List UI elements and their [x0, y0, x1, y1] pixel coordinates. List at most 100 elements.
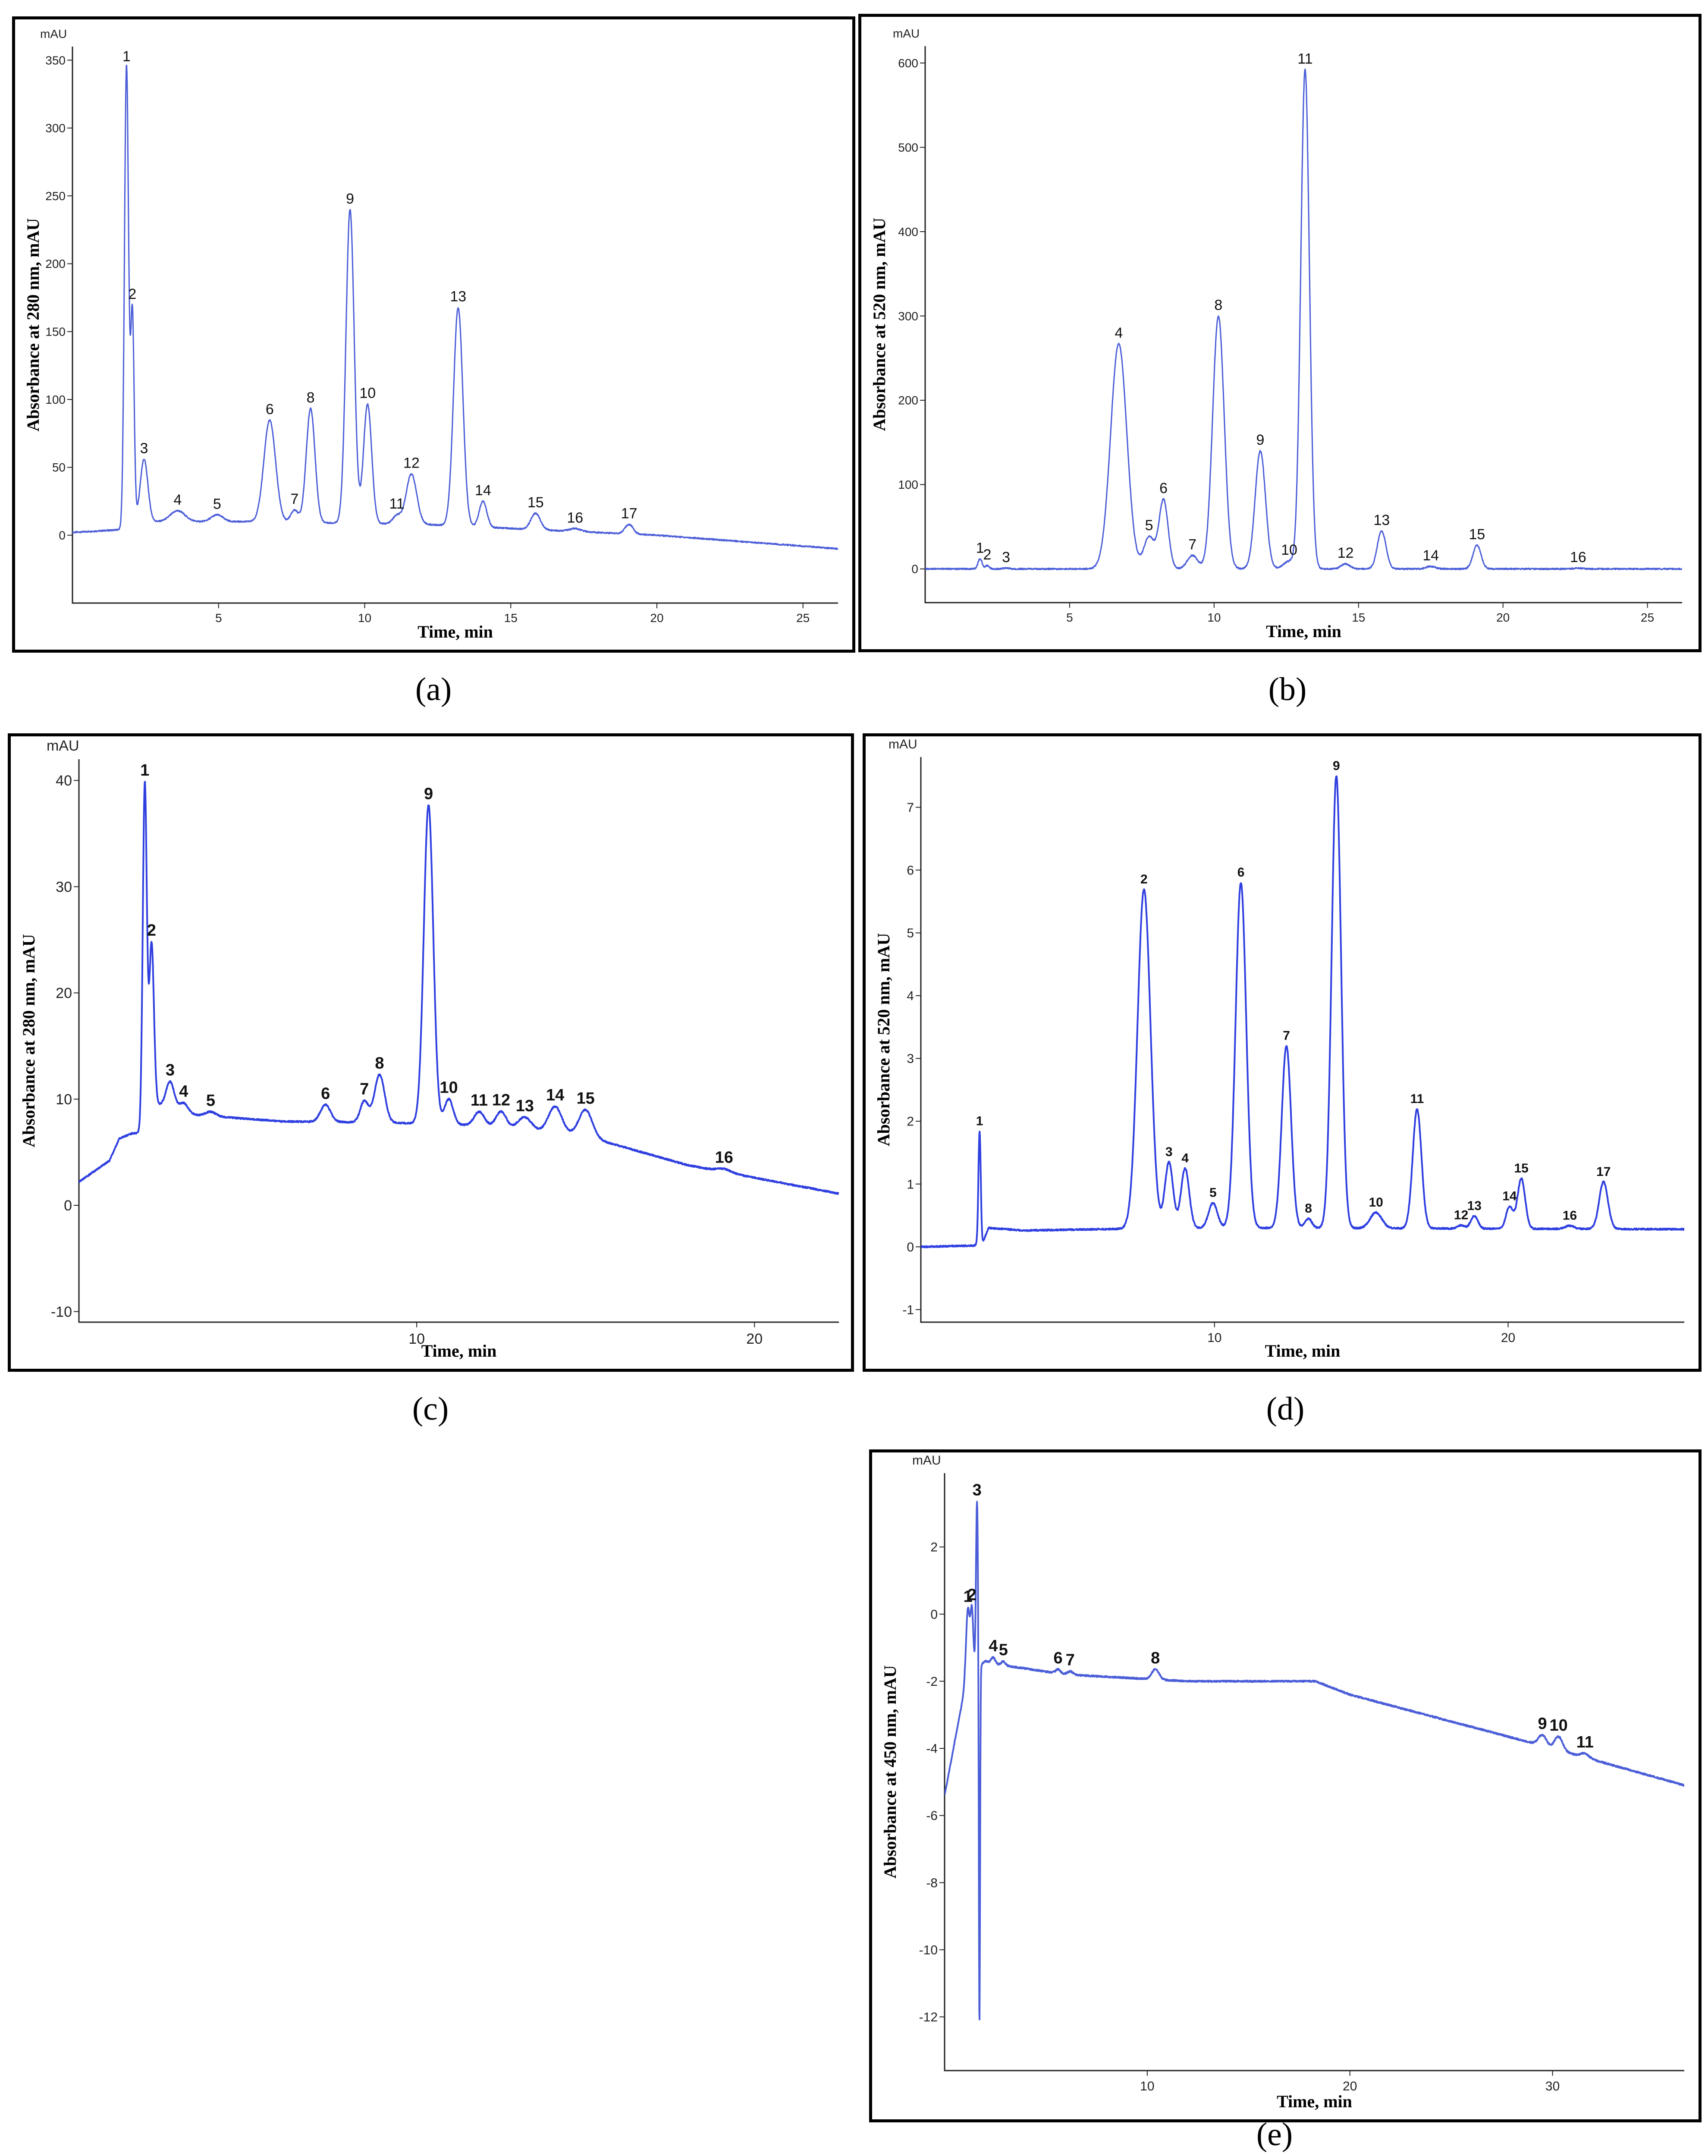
peak-label: 1	[976, 540, 984, 556]
y-tick-label: 0	[911, 563, 918, 576]
y-tick-label: -2	[926, 1675, 938, 1689]
peak-label: 15	[577, 1090, 595, 1108]
x-axis-title: Time, min	[1266, 622, 1341, 641]
peak-label: 9	[1333, 759, 1340, 773]
peak-label: 13	[450, 289, 466, 305]
panel-frame	[858, 14, 1702, 652]
peak-label: 3	[1002, 549, 1010, 566]
peak-label: 14	[546, 1086, 564, 1104]
caption-e: (e)	[1256, 2116, 1293, 2153]
x-axis-title: Time, min	[418, 622, 493, 641]
y-tick-label: 7	[907, 801, 914, 815]
chromatogram-b: 0 100 200 300 400 500 600 5 10 15 20 25 mAU Time, min…	[858, 14, 1702, 652]
peak-label: 10	[440, 1079, 458, 1097]
y-tick-label: 400	[898, 225, 918, 239]
peak-label: 6	[1159, 480, 1168, 497]
x-tick-label: 5	[215, 611, 222, 625]
y-tick-label: 6	[907, 864, 914, 878]
peak-label: 13	[516, 1097, 534, 1115]
x-tick-label: 10	[1207, 1331, 1221, 1345]
x-tick-label: 20	[1343, 2079, 1357, 2093]
y-tick-label: -12	[919, 2010, 938, 2024]
y-tick-label: 20	[56, 985, 72, 1002]
x-tick-label: 15	[1352, 611, 1365, 624]
x-tick-label: 20	[1496, 611, 1510, 624]
x-tick-label: 25	[1641, 611, 1654, 624]
y-tick-label: 200	[45, 257, 66, 270]
y-tick-label: 300	[898, 309, 918, 323]
peak-label: 4	[179, 1083, 188, 1101]
peak-label: 8	[1305, 1201, 1312, 1216]
peak-label: 2	[983, 547, 992, 563]
caption-b: (b)	[1268, 671, 1307, 707]
peak-label: 3	[1165, 1145, 1173, 1159]
x-tick-label: 25	[796, 611, 810, 625]
peak-label: 10	[359, 385, 376, 402]
peak-label: 7	[360, 1080, 369, 1098]
chromatogram-trace	[925, 68, 1682, 570]
peak-label: 16	[1570, 549, 1586, 566]
peak-label: 8	[307, 390, 315, 406]
caption-a: (a)	[415, 671, 452, 707]
x-tick-label: 20	[1501, 1331, 1515, 1345]
peak-label: 2	[128, 286, 136, 302]
x-axis-title: Time, min	[1265, 1341, 1341, 1361]
unit-label: mAU	[889, 737, 917, 751]
y-tick-label: 2	[907, 1115, 914, 1129]
x-tick-label: 10	[408, 1331, 425, 1347]
peak-label: 16	[567, 510, 583, 526]
y-axis-title: Absorbance at 520 nm, mAU	[874, 933, 893, 1146]
peak-label: 7	[1283, 1029, 1290, 1043]
peak-label: 5	[213, 496, 221, 512]
unit-label: mAU	[912, 1453, 941, 1468]
peak-label: 10	[1369, 1195, 1383, 1210]
peak-label: 3	[973, 1481, 982, 1499]
peak-label: 9	[1538, 1715, 1547, 1733]
y-tick-label: 0	[907, 1240, 914, 1254]
y-tick-label: 150	[45, 325, 66, 339]
peak-label: 4	[1181, 1151, 1189, 1165]
x-axis-title: Time, min	[421, 1341, 497, 1361]
peak-label: 11	[1576, 1733, 1594, 1751]
panel-frame	[12, 16, 855, 653]
peak-label: 12	[1338, 545, 1354, 561]
caption-d: (d)	[1266, 1391, 1305, 1427]
unit-label: mAU	[47, 738, 79, 754]
peak-label: 11	[1410, 1092, 1424, 1106]
peak-label: 13	[1373, 512, 1390, 528]
peak-label: 11	[389, 496, 404, 512]
peak-label: 14	[1422, 547, 1439, 564]
peak-label: 6	[266, 401, 274, 418]
y-tick-label: 0	[930, 1607, 938, 1622]
peak-label: 10	[1550, 1716, 1568, 1735]
peak-label: 1	[122, 48, 131, 65]
y-tick-label: 300	[45, 122, 66, 135]
peak-label: 9	[1256, 432, 1265, 448]
peak-label: 1	[140, 761, 149, 779]
chromatogram-e: -12 -10 -8 -6 -4 -2 0 2 10 20 30 mAU Time, min Absorb…	[869, 1449, 1702, 2122]
peak-label: 2	[967, 1586, 976, 1604]
y-axis-title: Absorbance at 280 nm, mAU	[19, 934, 38, 1147]
y-tick-label: 30	[56, 879, 72, 895]
peak-label: 5	[1145, 517, 1153, 534]
caption-c: (c)	[412, 1391, 449, 1427]
peak-label: 14	[1502, 1189, 1517, 1203]
peak-label: 16	[715, 1148, 733, 1166]
peak-label: 8	[375, 1054, 384, 1072]
x-tick-label: 10	[1140, 2079, 1154, 2093]
peak-label: 11	[1297, 50, 1312, 67]
peak-label: 17	[621, 506, 637, 522]
peak-label: 2	[1140, 872, 1148, 886]
peak-label: 8	[1151, 1649, 1160, 1667]
y-tick-label: 100	[898, 478, 918, 491]
peak-label: 15	[1514, 1161, 1528, 1175]
y-tick-label: 1	[907, 1177, 914, 1191]
peak-label: 5	[206, 1091, 215, 1109]
peak-label: 3	[166, 1061, 175, 1079]
unit-label: mAU	[893, 27, 920, 40]
peak-label: 15	[527, 494, 544, 511]
peak-label: 10	[1281, 542, 1297, 558]
chromatogram-a: 0 50 100 150 200 250 300 350 5 10 15 20 25 mAU Time, m…	[12, 16, 855, 653]
